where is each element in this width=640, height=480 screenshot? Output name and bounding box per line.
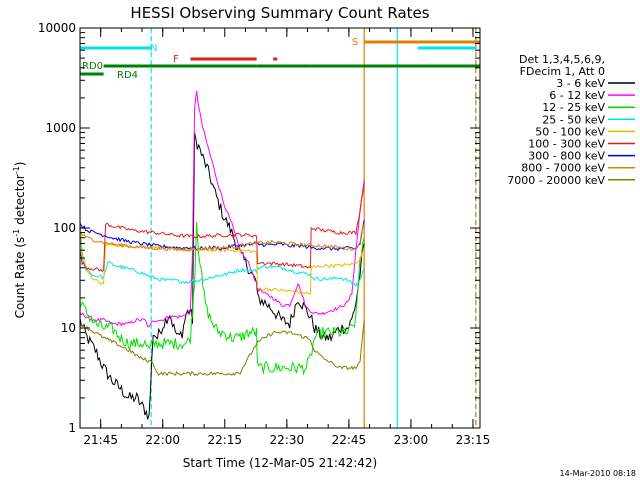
x-tick-label: 23:15 bbox=[456, 433, 491, 447]
flag-label-rd4: RD4 bbox=[117, 70, 138, 81]
legend-entry-label: 300 - 800 keV bbox=[528, 150, 605, 163]
legend: Det 1,3,4,5,6,9,FDecim 1, Att 03 - 6 keV… bbox=[507, 53, 635, 187]
x-axis-label: Start Time (12-Mar-05 21:42:42) bbox=[183, 456, 377, 470]
y-tick-label: 10 bbox=[61, 321, 76, 335]
y-axis-label-superscript: -1 bbox=[12, 166, 21, 174]
y-axis-label-part: detector bbox=[13, 174, 27, 229]
axes: 1 10 100 1000 10000 21:45 22:00 22:15 22:30 22:45… bbox=[38, 21, 490, 447]
series-line bbox=[80, 221, 365, 376]
timestamp: 14-Mar-2010 08:18 bbox=[560, 469, 637, 478]
y-tick-label: 10000 bbox=[38, 21, 76, 35]
legend-entry-label: 100 - 300 keV bbox=[528, 138, 605, 151]
y-axis-label: Count Rate (s-1 detector-1) bbox=[12, 162, 27, 319]
legend-header: Det 1,3,4,5,6,9, bbox=[519, 53, 605, 66]
x-tick-label: 23:00 bbox=[394, 433, 429, 447]
series-line bbox=[80, 320, 365, 377]
x-tick-label: 22:00 bbox=[145, 433, 180, 447]
data-series bbox=[80, 90, 365, 420]
series-line bbox=[80, 226, 365, 287]
y-axis-label-part: ) bbox=[13, 162, 27, 167]
x-tick-label: 22:30 bbox=[270, 433, 305, 447]
legend-entry-label: 25 - 50 keV bbox=[542, 113, 605, 126]
series-line bbox=[80, 181, 365, 273]
x-tick-label: 21:45 bbox=[83, 433, 118, 447]
series-line bbox=[80, 218, 365, 296]
y-tick-label: 1 bbox=[68, 421, 76, 435]
y-tick-label: 100 bbox=[53, 221, 76, 235]
y-tick-label: 1000 bbox=[45, 121, 76, 135]
flag-label-n: N bbox=[150, 43, 157, 54]
y-axis-label-part: Count Rate (s bbox=[13, 237, 27, 319]
y-axis-label-superscript: -1 bbox=[12, 229, 21, 237]
x-tick-label: 22:15 bbox=[207, 433, 242, 447]
legend-entry-label: 7000 - 20000 keV bbox=[507, 174, 605, 187]
series-line bbox=[80, 223, 365, 252]
legend-entry-label: 12 - 25 keV bbox=[542, 101, 605, 114]
legend-header: FDecim 1, Att 0 bbox=[520, 65, 605, 78]
flag-label-f: F bbox=[173, 54, 179, 65]
x-tick-label: 22:45 bbox=[332, 433, 367, 447]
legend-entry-label: 50 - 100 keV bbox=[535, 125, 605, 138]
flag-label-s: S bbox=[352, 37, 358, 48]
flag-bars: N F S RD0 RD4 bbox=[80, 37, 480, 81]
series-line bbox=[80, 90, 365, 328]
chart-title: HESSI Observing Summary Count Rates bbox=[130, 4, 429, 22]
legend-entry-label: 800 - 7000 keV bbox=[521, 162, 605, 175]
series-line bbox=[80, 132, 365, 420]
flag-label-rd0: RD0 bbox=[82, 61, 103, 72]
legend-entry-label: 3 - 6 keV bbox=[556, 77, 605, 90]
legend-entry-label: 6 - 12 keV bbox=[549, 89, 605, 102]
